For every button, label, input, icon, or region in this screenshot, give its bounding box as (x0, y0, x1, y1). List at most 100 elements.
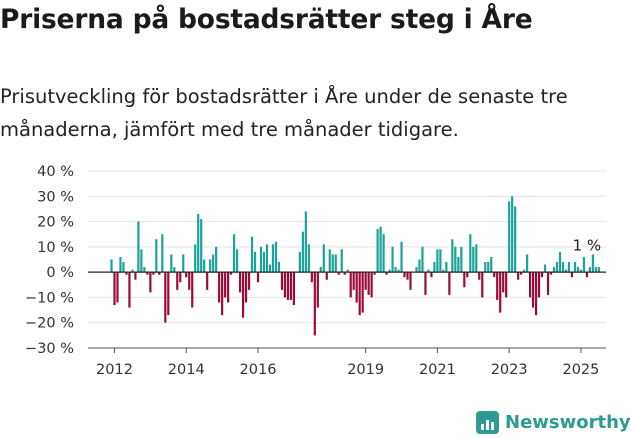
bar (227, 272, 230, 303)
bar (526, 254, 529, 273)
bar (418, 259, 421, 273)
bar (451, 239, 454, 273)
bar (367, 272, 370, 295)
bar (576, 267, 580, 273)
bar (424, 272, 427, 295)
bar (218, 272, 221, 303)
bar (517, 272, 520, 280)
bar (457, 256, 460, 273)
bar (250, 236, 254, 273)
bar (448, 272, 451, 295)
bar (158, 272, 161, 275)
bar (283, 272, 287, 298)
newsworthy-logo: Newsworthy (476, 407, 631, 437)
bar (439, 249, 442, 273)
bar (391, 246, 394, 273)
chart-title: Priserna på bostadsrätter steg i Åre (0, 4, 533, 35)
bar (400, 241, 403, 273)
bar (334, 254, 337, 273)
y-tick-label: −30 % (25, 341, 74, 357)
x-tick-label: 2012 (96, 362, 133, 378)
bar (508, 201, 511, 273)
bar (349, 272, 352, 298)
bar (514, 206, 517, 273)
bar (161, 234, 164, 273)
bar (212, 254, 215, 273)
bar (232, 234, 236, 273)
bar (382, 234, 385, 273)
bar (490, 256, 493, 273)
bar (268, 264, 272, 273)
y-tick-label: 0 % (46, 265, 74, 281)
bar (185, 272, 188, 278)
x-tick-label: 2023 (491, 362, 528, 378)
bar (430, 272, 433, 278)
x-tick-label: 2019 (347, 362, 384, 378)
bar (585, 272, 589, 278)
bar (152, 272, 155, 275)
bar (319, 267, 322, 273)
bar (134, 272, 137, 280)
bar (588, 267, 591, 273)
bar (316, 272, 319, 308)
bar (385, 272, 388, 275)
y-tick-label: −10 % (25, 290, 74, 306)
bar (505, 272, 508, 298)
y-tick-label: −20 % (25, 316, 74, 332)
chart-subtitle: Prisutveckling för bostadsrätter i Åre u… (0, 85, 568, 141)
bar (469, 234, 472, 273)
bar (579, 269, 583, 273)
bar (540, 272, 544, 278)
bar (238, 272, 242, 293)
bar (110, 259, 113, 273)
bar (182, 254, 185, 273)
bar (256, 272, 260, 283)
bar (301, 231, 304, 273)
bar (472, 246, 475, 273)
bar (340, 249, 343, 273)
bar (379, 226, 382, 273)
bar (280, 272, 284, 290)
bar (555, 262, 559, 273)
bar (564, 269, 568, 273)
bar (570, 272, 574, 278)
bar (235, 249, 239, 273)
bar (529, 272, 532, 298)
bar (277, 262, 281, 273)
bar (179, 272, 182, 283)
bar (546, 272, 550, 295)
bar (597, 267, 600, 273)
bar (376, 229, 379, 273)
bar (567, 262, 571, 273)
bar (313, 272, 316, 336)
bar (322, 244, 325, 273)
bar (113, 272, 116, 306)
bar (209, 259, 212, 273)
x-tick-label: 2021 (419, 362, 456, 378)
bar (370, 272, 373, 298)
bar-chart: −30 %−20 %−10 %0 %10 %20 %30 %40 % 2012 2… (25, 164, 606, 378)
bar (146, 272, 149, 275)
bar (358, 272, 361, 316)
bar (436, 249, 439, 273)
bar (499, 272, 502, 313)
bar-chart-icon (476, 410, 499, 434)
bar (191, 272, 194, 308)
bar (241, 272, 245, 318)
x-tick-label: 2014 (168, 362, 205, 378)
y-tick-label: 10 % (37, 240, 74, 256)
bar (475, 244, 478, 273)
bar (307, 244, 310, 273)
bar (337, 272, 340, 275)
bar (298, 251, 301, 273)
bar (552, 267, 556, 273)
bar (534, 272, 538, 316)
bar (478, 272, 481, 280)
bar (173, 267, 176, 273)
bar (520, 272, 523, 275)
bar (200, 219, 203, 273)
bar (388, 269, 391, 273)
bar (206, 272, 209, 290)
bar (328, 249, 331, 273)
bar (292, 272, 295, 306)
